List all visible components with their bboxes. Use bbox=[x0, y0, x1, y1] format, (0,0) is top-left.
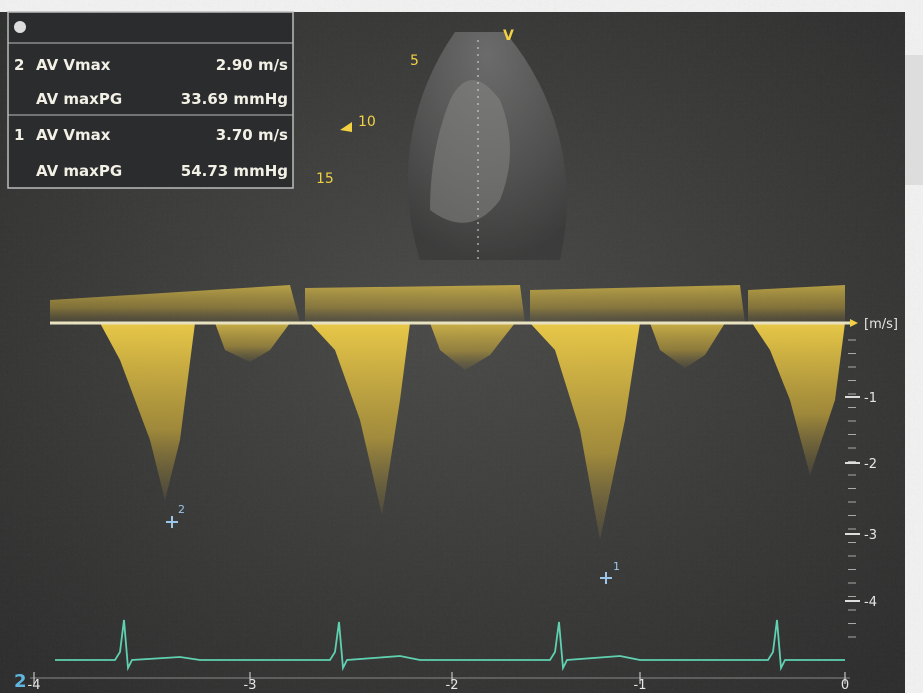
meas-value: 3.70 m/s bbox=[216, 126, 288, 144]
meas-label: AV Vmax bbox=[36, 56, 111, 74]
meas-index: 1 bbox=[14, 126, 24, 144]
meas-index: 2 bbox=[14, 56, 24, 74]
meas-label: AV maxPG bbox=[36, 162, 122, 180]
meas-value: 54.73 mmHg bbox=[181, 162, 288, 180]
cursor-label: 2 bbox=[178, 503, 185, 516]
time-label: -4 bbox=[28, 678, 41, 693]
ecg-lead: 2 bbox=[14, 671, 27, 692]
velocity-label: -3 bbox=[864, 528, 877, 543]
meas-value: 2.90 m/s bbox=[216, 56, 288, 74]
time-label: -1 bbox=[634, 678, 647, 693]
icon bbox=[14, 21, 26, 33]
sector-label: V bbox=[503, 28, 514, 44]
meas-label: AV Vmax bbox=[36, 126, 111, 144]
velocity-label: -4 bbox=[864, 595, 877, 610]
depth-label: 5 bbox=[410, 53, 419, 69]
meas-value: 33.69 mmHg bbox=[181, 90, 288, 108]
time-label: -3 bbox=[244, 678, 257, 693]
cursor-label: 1 bbox=[613, 560, 620, 573]
gray-bar bbox=[905, 55, 923, 185]
velocity-unit: [m/s] bbox=[864, 317, 898, 332]
depth-label: 15 bbox=[316, 171, 334, 187]
depth-label: 10 bbox=[358, 114, 376, 130]
velocity-label: -2 bbox=[864, 457, 877, 472]
ultrasound-screen: V 5 10 15 2 AV Vmax 2.90 m/s AV maxPG 33… bbox=[0, 0, 923, 693]
time-label: 0 bbox=[841, 678, 849, 693]
meas-label: AV maxPG bbox=[36, 90, 122, 108]
time-label: -2 bbox=[446, 678, 459, 693]
velocity-label: -1 bbox=[864, 391, 877, 406]
